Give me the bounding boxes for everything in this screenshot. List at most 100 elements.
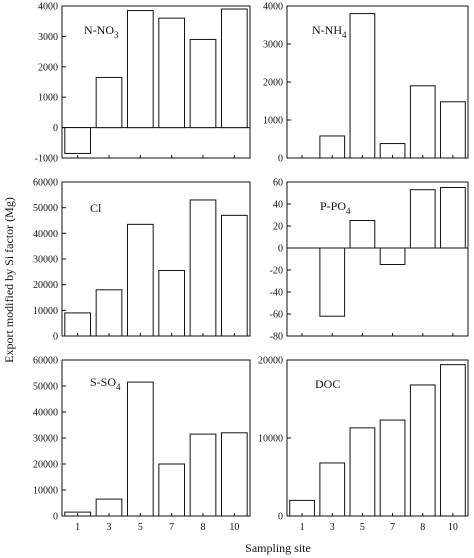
y-tick-label: -60: [270, 310, 283, 321]
panel-doc: 0 10000 20000 1 3 5 7 8 10 DOC: [258, 356, 469, 533]
x-tick-label: 10: [229, 522, 239, 533]
y-tick-label: 40000: [33, 229, 58, 240]
panel-label-main: P-PO: [320, 199, 346, 213]
y-tick-label: 0: [278, 512, 283, 523]
bar-site-10: [440, 364, 466, 517]
y-tick-label: 2000: [38, 62, 58, 73]
panel-label-main: N-NO: [84, 23, 114, 37]
panel-label-subscript: 4: [116, 382, 121, 392]
y-tick-label: 0: [53, 332, 58, 343]
panel-p-po4: -80 -60 -40 -20 0 20 40 60 P-PO4: [270, 178, 469, 343]
x-tick-label: 1: [75, 522, 80, 533]
bar-site-8: [409, 189, 436, 249]
y-tick-label: 1000: [38, 93, 58, 104]
bar-site-8: [409, 85, 436, 159]
y-axis-title: Export modified by Si factor (Mg): [2, 197, 16, 363]
y-tick-label: 60000: [33, 178, 58, 189]
y-tick-label: 0: [278, 154, 283, 165]
plot-frame: [286, 181, 469, 337]
panel-s-so4: 0 10000 20000 30000 40000 50000 60000 1 3 5 7 8 10 S-…: [33, 356, 251, 533]
y-tick-label: -40: [270, 288, 283, 299]
panel-label-subscript: 4: [346, 206, 351, 216]
x-tick-label: 8: [201, 522, 206, 533]
y-tick-label: 4000: [38, 2, 58, 13]
bar-site-3: [319, 462, 346, 517]
y-tick-label: 10000: [33, 486, 58, 497]
bar-site-7: [158, 17, 186, 129]
bar-site-7: [158, 463, 186, 517]
x-tick-label: 7: [169, 522, 174, 533]
bar-site-1: [64, 312, 92, 337]
y-tick-label: 20000: [258, 356, 283, 367]
bar-site-5: [349, 220, 376, 249]
x-tick-label: 3: [330, 522, 335, 533]
bar-site-7: [158, 270, 186, 337]
y-tick-label: 30000: [33, 434, 58, 445]
y-tick-label: 50000: [33, 382, 58, 393]
y-tick-label: 50000: [33, 203, 58, 214]
y-tick-label: 0: [53, 123, 58, 134]
bar-site-8: [409, 384, 436, 517]
bar-site-7: [379, 247, 406, 265]
bar-site-3: [95, 76, 123, 129]
x-tick-label: 5: [360, 522, 365, 533]
plot-frame: [61, 5, 251, 159]
y-tick-label: 10000: [33, 306, 58, 317]
panel-label-main: N-NH: [312, 23, 342, 37]
bar-site-5: [126, 223, 154, 337]
bar-site-5: [349, 427, 376, 517]
y-tick-label: 3000: [263, 40, 283, 51]
x-axis-title: Sampling site: [245, 541, 311, 555]
y-tick-label: 0: [53, 512, 58, 523]
panel-cl: 0 10000 20000 30000 40000 50000 60000 Cl: [33, 178, 251, 343]
y-tick-label: 4000: [263, 2, 283, 13]
y-tick-label: 20000: [33, 460, 58, 471]
x-tick-label: 7: [390, 522, 395, 533]
panel-n-no3: -1000 0 1000 2000 3000 4000 N-NO3: [35, 2, 251, 165]
bar-site-10: [220, 8, 248, 129]
bar-site-1: [64, 127, 92, 154]
panel-n-nh4: 0 1000 2000 3000 4000 N-NH4: [263, 2, 469, 165]
bar-site-10: [440, 101, 466, 159]
y-tick-label: 1000: [263, 116, 283, 127]
x-tick-label: 1: [300, 522, 305, 533]
panel-label-subscript: 3: [114, 30, 119, 40]
y-tick-label: 60000: [33, 356, 58, 367]
y-tick-label: -80: [270, 332, 283, 343]
panel-label-main: DOC: [315, 377, 340, 391]
bar-site-10: [220, 214, 248, 337]
bar-site-10: [220, 432, 248, 517]
y-tick-label: 40000: [33, 408, 58, 419]
panel-label-subscript: 4: [342, 30, 347, 40]
bar-site-3: [319, 135, 346, 159]
y-tick-label: 20: [273, 222, 283, 233]
bar-site-8: [189, 38, 217, 129]
bar-site-10: [440, 187, 466, 249]
y-tick-label: 2000: [263, 78, 283, 89]
y-tick-label: 20000: [33, 280, 58, 291]
panel-label: Cl: [90, 201, 102, 215]
x-tick-label: 10: [448, 522, 458, 533]
bar-site-3: [319, 247, 346, 317]
bar-site-5: [349, 13, 376, 159]
y-tick-label: 10000: [258, 434, 283, 445]
y-tick-label: 30000: [33, 255, 58, 266]
panel-label: N-NH4: [312, 23, 347, 40]
y-tick-label: -20: [270, 266, 283, 277]
y-tick-label: -1000: [35, 154, 58, 165]
panel-label: P-PO4: [320, 199, 351, 216]
chart-panels: -100001000200030004000N-NO30100020003000…: [33, 2, 469, 533]
bar-site-5: [126, 381, 154, 517]
panel-label: S-SO4: [90, 375, 121, 392]
panel-label: DOC: [315, 377, 340, 391]
x-tick-label: 3: [107, 522, 112, 533]
panel-label-main: Cl: [90, 201, 102, 215]
bar-site-8: [189, 433, 217, 517]
x-tick-label: 5: [138, 522, 143, 533]
y-tick-label: 3000: [38, 32, 58, 43]
y-tick-label: 0: [278, 244, 283, 255]
y-tick-label: 40: [273, 200, 283, 211]
panel-label: N-NO3: [84, 23, 119, 40]
x-tick-label: 8: [420, 522, 425, 533]
